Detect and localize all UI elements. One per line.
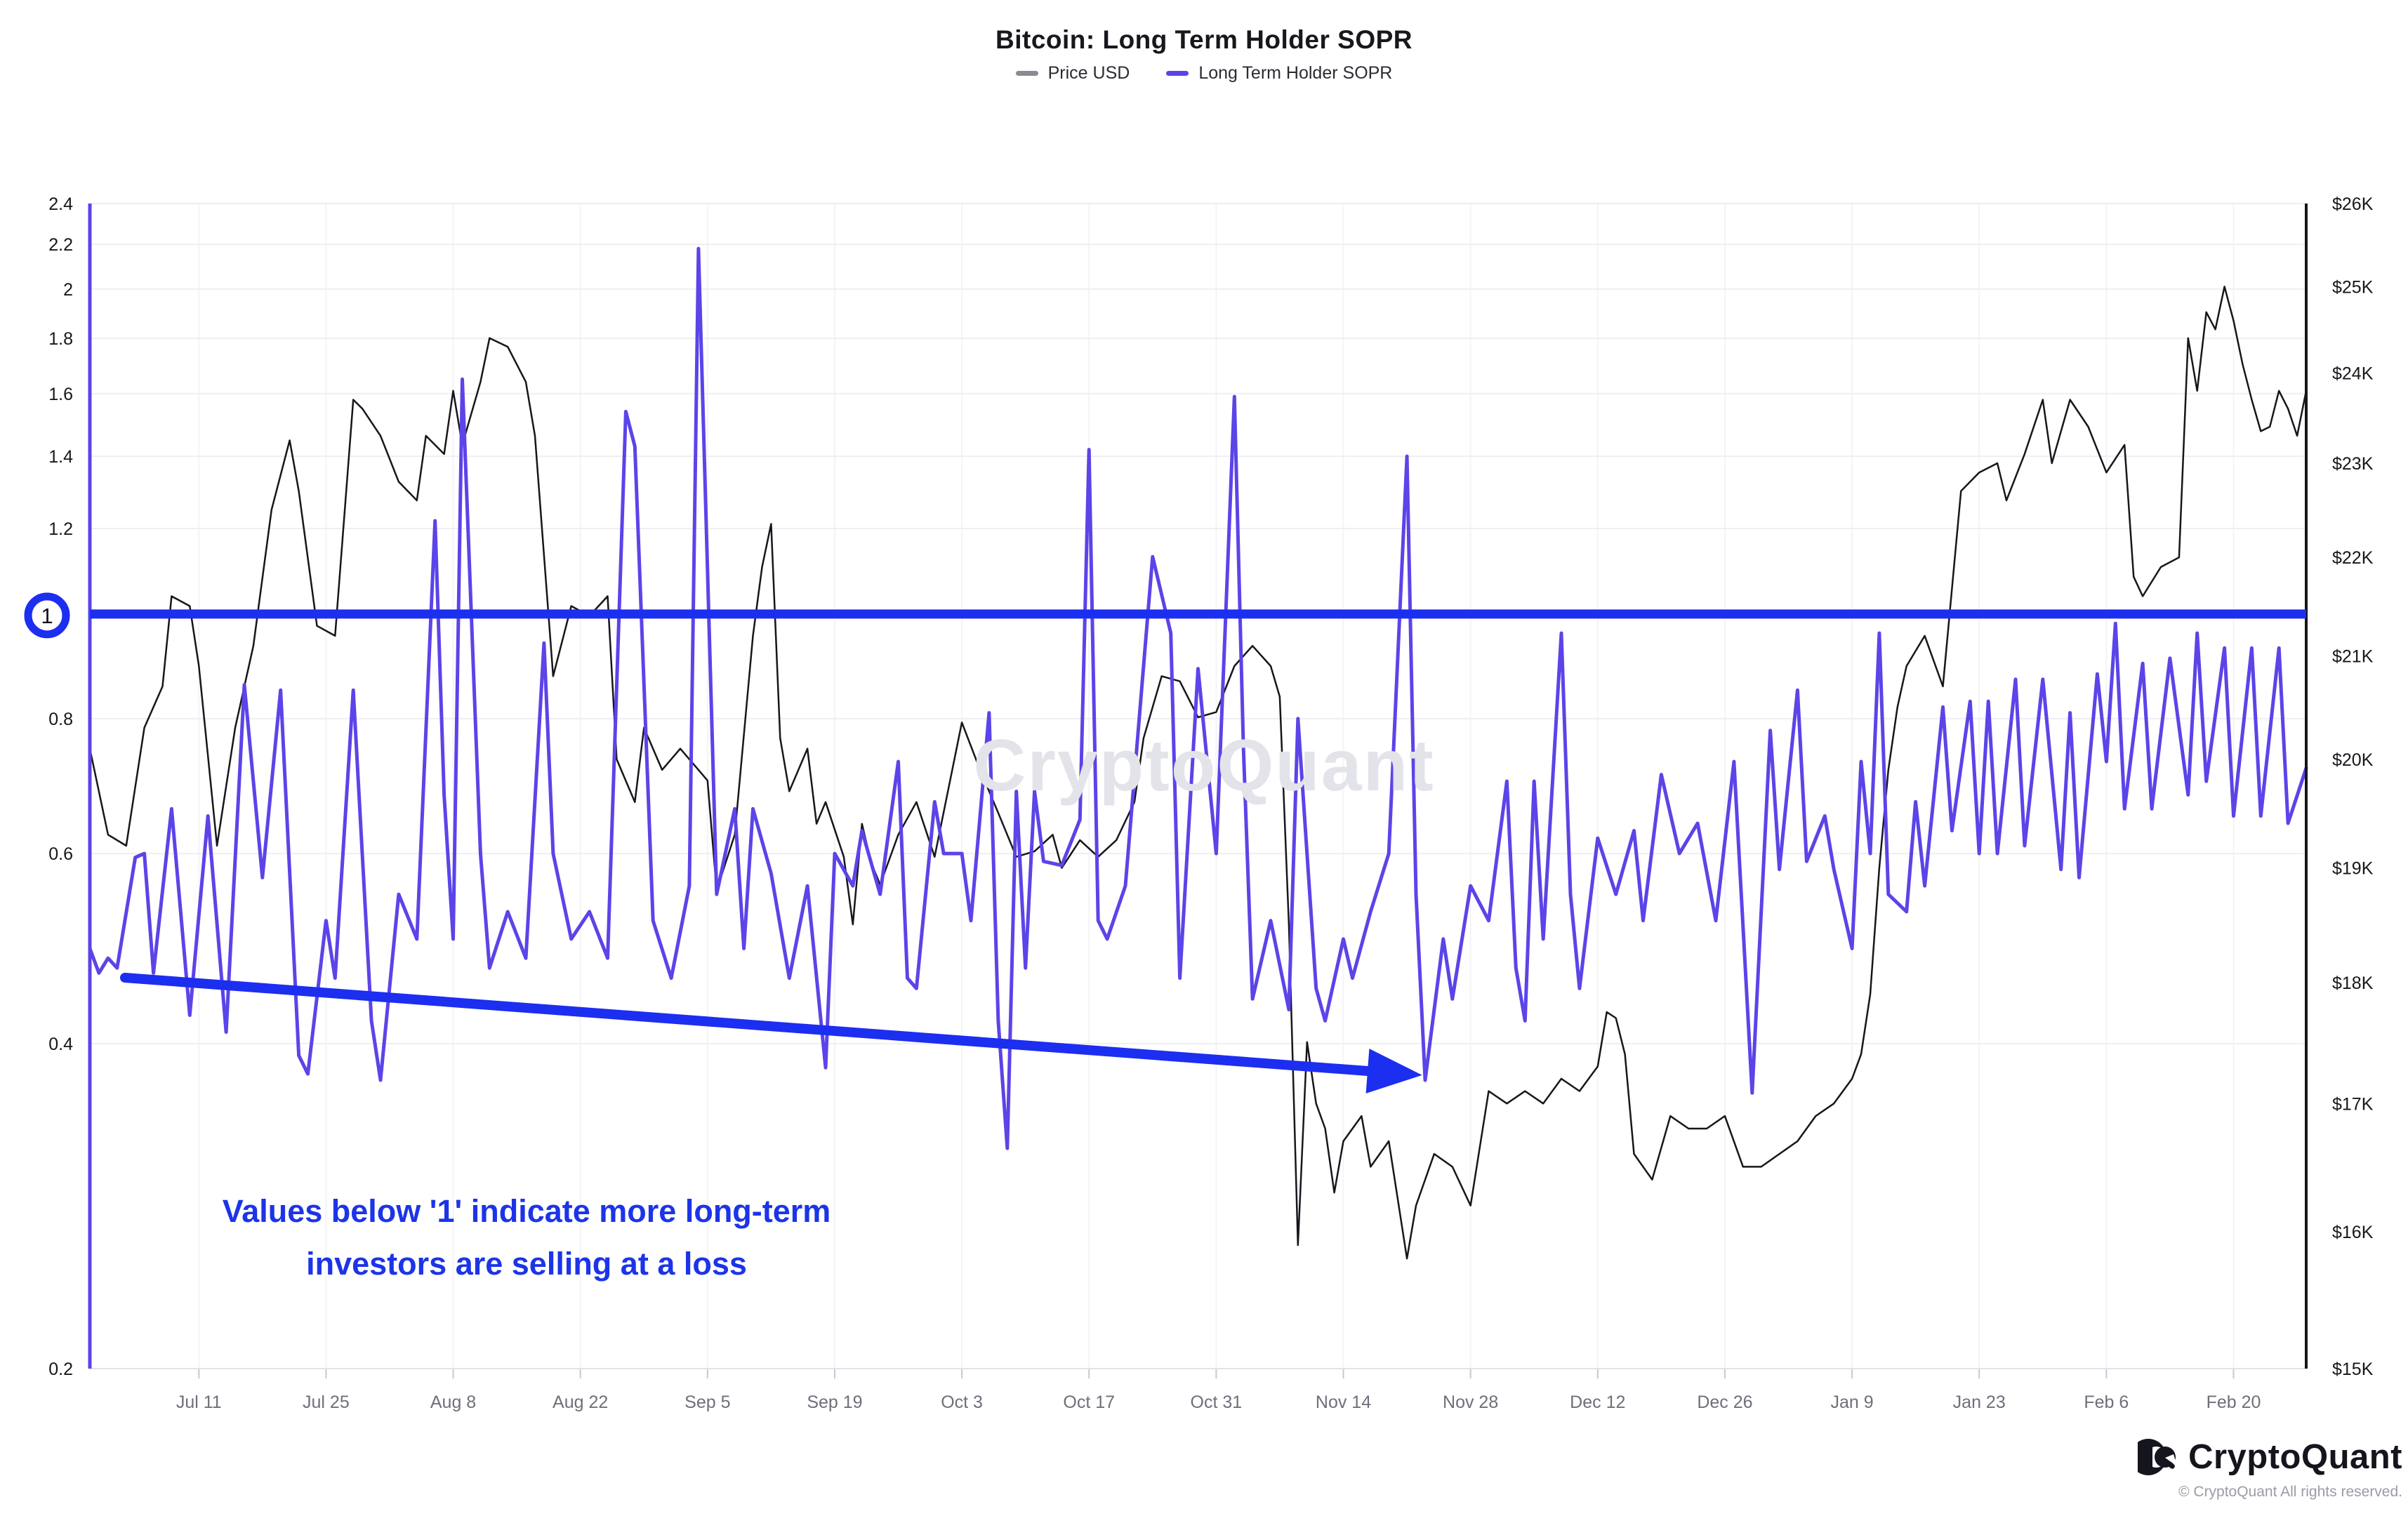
right-axis-tick-label: $15K	[2332, 1359, 2374, 1379]
x-tick-label: Oct 17	[1063, 1392, 1115, 1412]
left-axis-tick-label: 0.4	[48, 1035, 73, 1054]
x-tick-label: Feb 6	[2084, 1392, 2129, 1412]
x-tick-label: Nov 14	[1316, 1392, 1371, 1412]
price-line	[88, 286, 2308, 1260]
left-axis-tick-label: 1.8	[48, 329, 73, 349]
sopr-legend-dash-icon	[1166, 71, 1189, 76]
left-axis-tick-label: 2	[63, 280, 73, 300]
x-tick-label: Nov 28	[1443, 1392, 1498, 1412]
legend-item-price: Price USD	[1015, 63, 1130, 84]
page-title: Bitcoin: Long Term Holder SOPR	[995, 25, 1413, 54]
annotation-line-2: investors are selling at a loss	[306, 1246, 747, 1282]
x-tick-label: Jan 9	[1830, 1392, 1873, 1412]
right-axis-tick-label: $18K	[2332, 973, 2374, 993]
annotation-arrow-shaft	[120, 973, 1372, 1076]
legend-label-price: Price USD	[1047, 63, 1130, 83]
x-tick-label: Dec 26	[1697, 1392, 1752, 1412]
left-axis-tick-label: 0.8	[48, 710, 73, 729]
right-axis-tick-label: $19K	[2332, 859, 2374, 879]
x-tick-label: Oct 31	[1191, 1392, 1243, 1412]
left-axis-tick-label: 1.2	[48, 519, 73, 539]
footer-brand-name: CryptoQuant	[2188, 1438, 2402, 1476]
left-axis-tick-label: 0.6	[48, 844, 73, 864]
price-legend-dash-icon	[1015, 71, 1038, 76]
x-tick-label: Sep 5	[684, 1392, 730, 1412]
right-axis-tick-label: $22K	[2332, 548, 2374, 568]
x-tick-label: Feb 20	[2207, 1392, 2261, 1412]
left-axis-tick-label: 1.4	[48, 447, 73, 467]
right-axis-tick-label: $26K	[2332, 194, 2374, 214]
left-axis-tick-label: 2.4	[48, 194, 73, 214]
right-axis-tick-label: $25K	[2332, 277, 2374, 297]
footer-brand-row: CryptoQuant	[1911, 1437, 2402, 1477]
x-tick-label: Sep 19	[807, 1392, 862, 1412]
x-tick-label: Aug 22	[553, 1392, 608, 1412]
annotation-line-1: Values below '1' indicate more long-term	[222, 1193, 831, 1229]
cryptoquant-watermark: CryptoQuant	[973, 725, 1435, 806]
right-axis-tick-label: $20K	[2332, 750, 2374, 770]
x-tick-label: Aug 8	[430, 1392, 476, 1412]
threshold-badge-label: 1	[41, 604, 53, 628]
annotation-text: Values below '1' indicate more long-term…	[204, 1185, 849, 1290]
x-tick-label: Dec 12	[1570, 1392, 1625, 1412]
threshold-circle-badge	[24, 592, 70, 639]
legend-label-sopr: Long Term Holder SOPR	[1198, 63, 1393, 83]
right-axis-tick-label: $21K	[2332, 647, 2374, 667]
cryptoquant-logo-icon	[2138, 1439, 2178, 1475]
right-axis-tick-label: $23K	[2332, 454, 2374, 474]
annotation-arrowhead	[1365, 1049, 1422, 1093]
right-axis-tick-label: $24K	[2332, 364, 2374, 384]
x-tick-label: Jul 25	[303, 1392, 350, 1412]
sopr-line	[88, 246, 2308, 1150]
right-axis-tick-label: $16K	[2332, 1223, 2374, 1242]
x-tick-label: Oct 3	[941, 1392, 983, 1412]
left-axis-tick-label: 2.2	[48, 235, 73, 255]
legend-item-sopr: Long Term Holder SOPR	[1166, 63, 1392, 84]
x-tick-label: Jan 23	[1953, 1392, 2006, 1412]
left-axis-tick-label: 0.2	[48, 1359, 73, 1379]
right-axis-tick-label: $17K	[2332, 1094, 2374, 1114]
footer-copyright: © CryptoQuant All rights reserved.	[2178, 1484, 2402, 1500]
x-tick-label: Jul 11	[176, 1392, 222, 1412]
footer-branding: CryptoQuant © CryptoQuant All rights res…	[1911, 1437, 2402, 1501]
chart-legend: Price USD Long Term Holder SOPR	[0, 63, 2408, 84]
left-axis-tick-label: 1.6	[48, 385, 73, 404]
